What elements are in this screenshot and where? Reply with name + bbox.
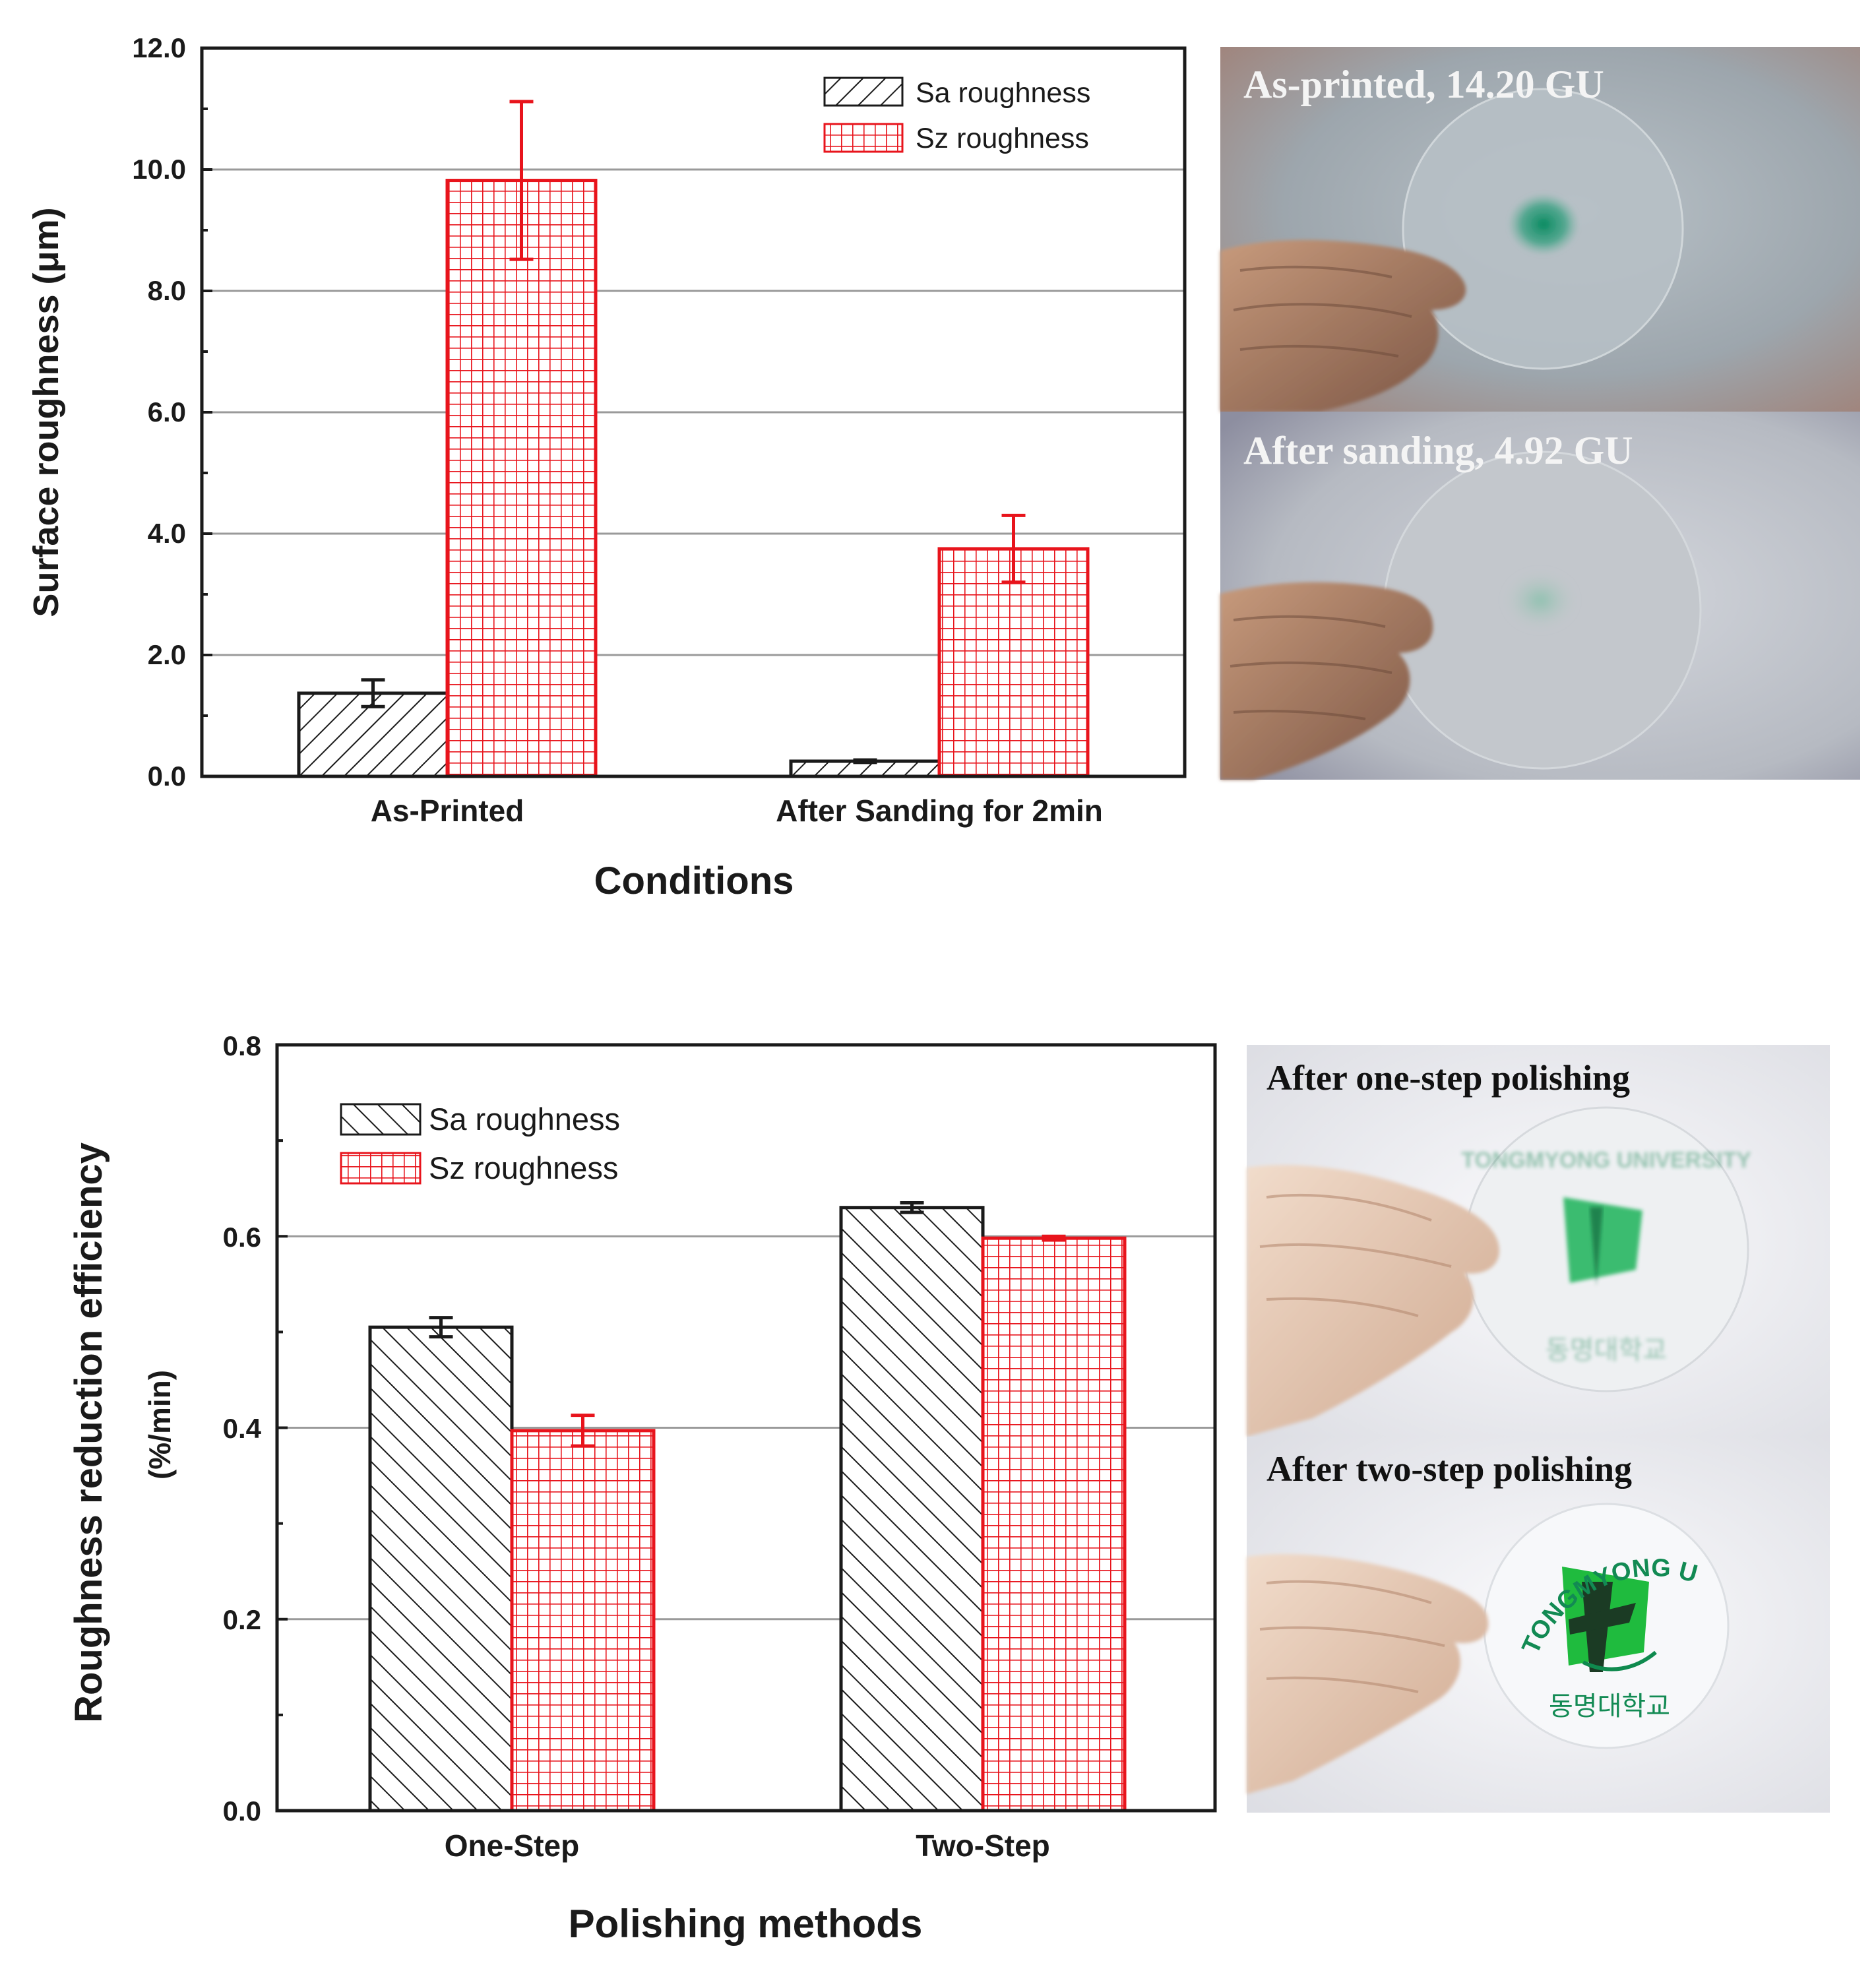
logo-bottom-text: 동명대학교 bbox=[1549, 1691, 1670, 1722]
error-bar bbox=[361, 678, 385, 708]
y-axis-unit: (%/min) bbox=[142, 1370, 177, 1480]
x-tick-two-step: Two-Step bbox=[916, 1828, 1050, 1863]
bar-sa-roughness-one-step bbox=[368, 1325, 514, 1813]
y-tick-0.4: 0.4 bbox=[223, 1413, 262, 1444]
y-tick-12: 12.0 bbox=[132, 32, 186, 63]
hand-icon bbox=[1220, 239, 1466, 412]
bar-sz-roughness-one-step bbox=[510, 1429, 656, 1813]
photo-as-printed: As-printed, 14.20 GU bbox=[1220, 47, 1860, 412]
bar-sz-roughness-as-printed bbox=[445, 179, 598, 778]
error-bar bbox=[509, 100, 534, 261]
hand-icon bbox=[1247, 1554, 1489, 1794]
y-tick-2: 2.0 bbox=[148, 639, 186, 670]
error-bar bbox=[429, 1316, 453, 1339]
caption-one-step: After one-step polishing bbox=[1266, 1058, 1630, 1098]
error-bar bbox=[1042, 1234, 1066, 1242]
caption-as-printed: As-printed, 14.20 GU bbox=[1243, 63, 1604, 106]
y-tick-8: 8.0 bbox=[148, 275, 186, 306]
y-tick-0: 0.0 bbox=[148, 761, 186, 792]
photo-after-sanding: After sanding, 4.92 GU bbox=[1220, 412, 1860, 780]
error-bar bbox=[571, 1414, 595, 1448]
y-tick-0.6: 0.6 bbox=[223, 1222, 261, 1253]
y-axis-label: Surface roughness (μm) bbox=[26, 207, 66, 617]
legend-label-sa: Sa roughness bbox=[916, 77, 1090, 109]
y-tick-0: 0.0 bbox=[223, 1795, 261, 1826]
bars bbox=[368, 1206, 1127, 1813]
error-bar bbox=[1001, 513, 1026, 584]
x-axis-label: Polishing methods bbox=[569, 1902, 923, 1946]
y-tick-0.2: 0.2 bbox=[223, 1604, 261, 1635]
bars bbox=[297, 179, 1090, 778]
error-bar bbox=[900, 1201, 924, 1214]
chart-surface-roughness: Sa roughness Sz roughness 0.0 2.0 4.0 6.… bbox=[26, 32, 1187, 902]
photo-one-step: TONGMYONG UNIVERSITY 동명대학교 After one-ste… bbox=[1247, 1045, 1830, 1437]
x-tick-as-printed: As-Printed bbox=[371, 794, 524, 828]
x-tick-after-sanding: After Sanding for 2min bbox=[776, 794, 1103, 828]
legend: Sa roughness Sz roughness bbox=[340, 1102, 620, 1185]
svg-text:TONGMYONG UNIVERSITY: TONGMYONG UNIVERSITY bbox=[1461, 1148, 1751, 1173]
bar-sz-roughness-two-step bbox=[981, 1236, 1127, 1813]
legend-label-sa: Sa roughness bbox=[429, 1102, 620, 1137]
legend-label-sz: Sz roughness bbox=[916, 123, 1089, 154]
y-tick-0.8: 0.8 bbox=[223, 1030, 261, 1061]
chart-roughness-reduction-efficiency: Sa roughness Sz roughness 0.0 0.2 0.4 0.… bbox=[67, 1030, 1217, 1946]
legend: Sa roughness Sz roughness bbox=[823, 77, 1090, 154]
y-tick-6: 6.0 bbox=[148, 396, 186, 427]
x-axis-label: Conditions bbox=[594, 859, 794, 902]
logo-bottom-ghost: 동명대학교 bbox=[1546, 1335, 1667, 1365]
error-bars bbox=[429, 1201, 1066, 1448]
legend-label-sz: Sz roughness bbox=[429, 1150, 618, 1185]
error-bar bbox=[853, 758, 877, 764]
legend-swatch-sz bbox=[823, 123, 904, 153]
y-ticks bbox=[277, 1044, 288, 1812]
y-axis-label: Roughness reduction efficiency bbox=[67, 1142, 110, 1723]
caption-after-sanding: After sanding, 4.92 GU bbox=[1243, 429, 1633, 472]
caption-two-step: After two-step polishing bbox=[1266, 1449, 1632, 1489]
x-tick-one-step: One-Step bbox=[445, 1828, 579, 1863]
legend-swatch-sa bbox=[823, 77, 904, 107]
legend-swatch-sz bbox=[340, 1152, 422, 1185]
bar-sa-roughness-two-step bbox=[839, 1206, 985, 1813]
y-ticks bbox=[202, 47, 212, 778]
error-bars bbox=[361, 100, 1026, 764]
legend-swatch-sa bbox=[340, 1103, 422, 1136]
hand-icon bbox=[1220, 582, 1433, 780]
y-tick-4: 4.0 bbox=[148, 518, 186, 549]
y-tick-10: 10.0 bbox=[132, 154, 186, 185]
hand-icon bbox=[1247, 1165, 1499, 1437]
